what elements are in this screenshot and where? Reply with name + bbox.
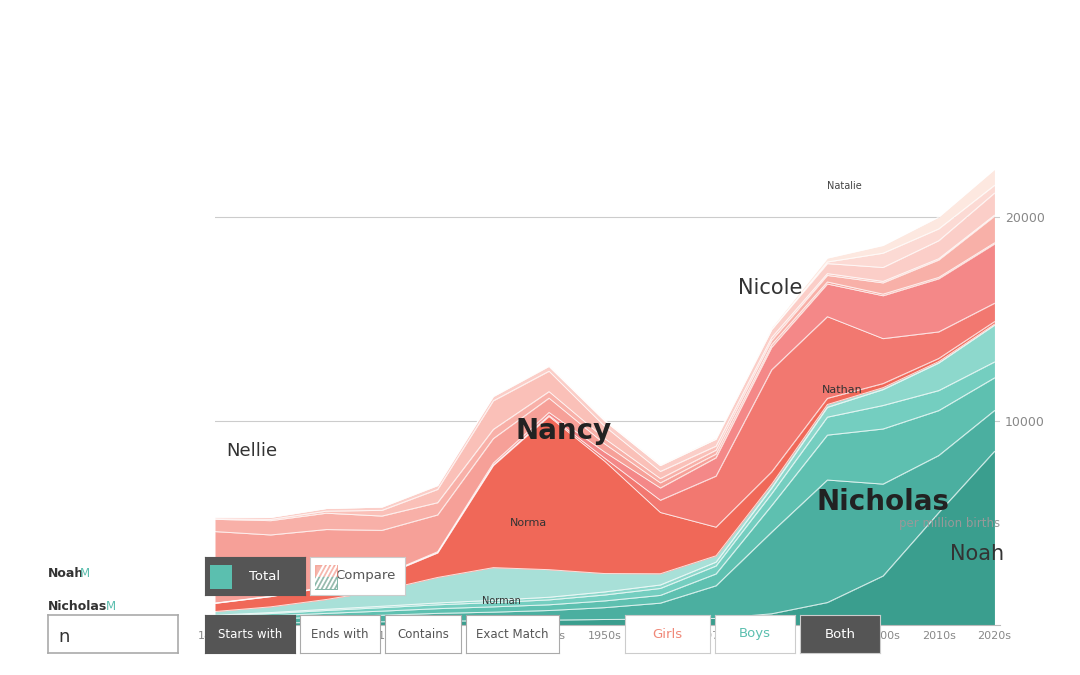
Text: Nora: Nora	[226, 575, 249, 585]
Text: Noah: Noah	[48, 567, 84, 580]
Text: per million births: per million births	[899, 517, 1000, 530]
Text: Compare: Compare	[335, 570, 395, 583]
Text: Starts with: Starts with	[218, 628, 282, 641]
Text: Noah: Noah	[950, 543, 1004, 564]
Text: Nathan: Nathan	[822, 385, 863, 395]
Text: Nellie: Nellie	[226, 442, 278, 460]
Text: Nicholas: Nicholas	[816, 489, 949, 516]
Text: Nancy: Nancy	[515, 417, 612, 445]
Text: Ends with: Ends with	[311, 628, 368, 641]
Text: n: n	[58, 628, 70, 646]
Text: Contains: Contains	[397, 628, 449, 641]
Text: Boys: Boys	[739, 628, 771, 641]
Text: M: M	[106, 600, 117, 613]
Text: Nicholas: Nicholas	[48, 600, 107, 613]
Text: Girls: Girls	[652, 628, 683, 641]
Text: Norman: Norman	[483, 595, 522, 605]
Text: Total: Total	[249, 570, 281, 583]
Text: Norma: Norma	[510, 518, 548, 528]
Text: Nicole: Nicole	[739, 278, 802, 298]
Text: Natalie: Natalie	[827, 181, 862, 191]
Text: Both: Both	[824, 628, 855, 641]
Text: M: M	[80, 567, 90, 580]
Text: Exact Match: Exact Match	[476, 628, 549, 641]
